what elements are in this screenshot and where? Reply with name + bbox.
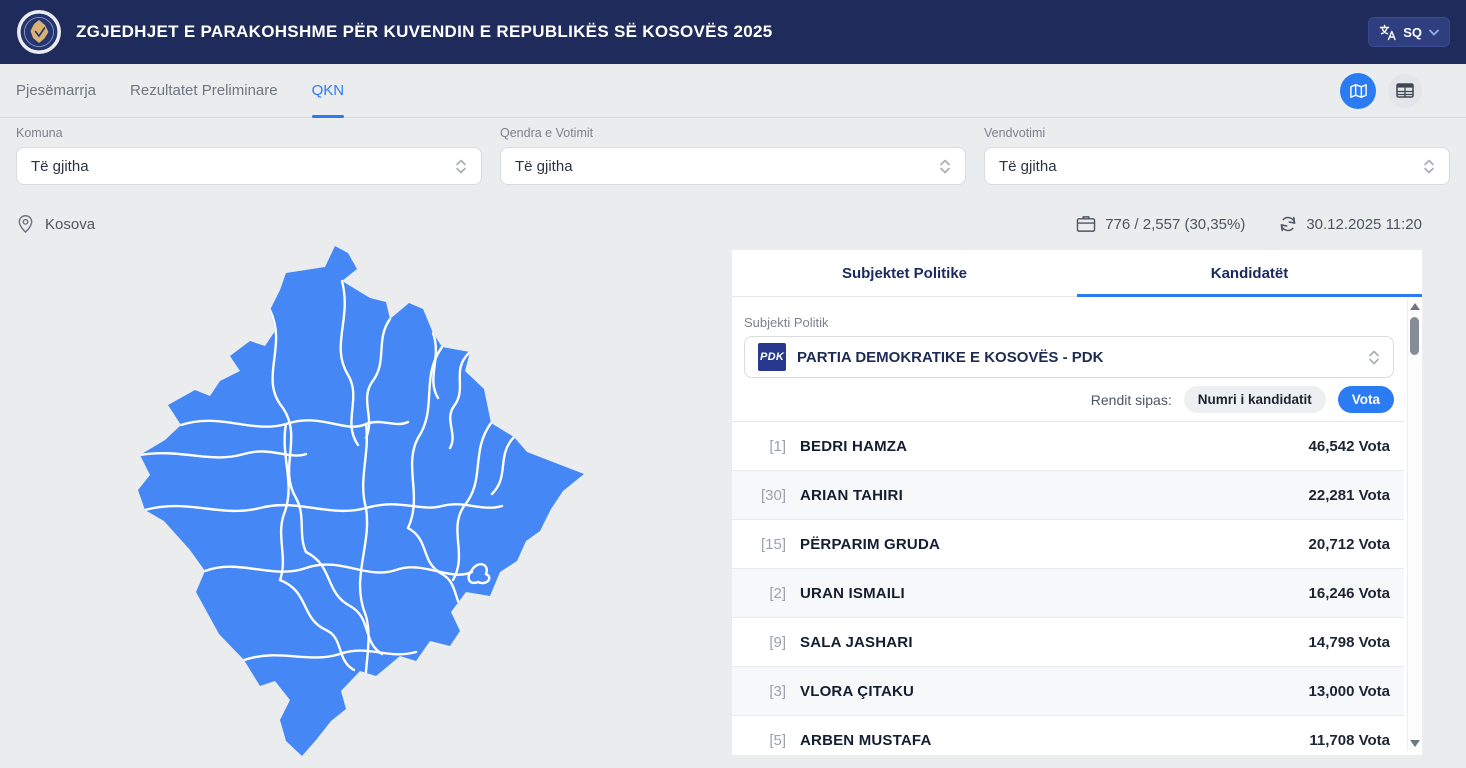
sort-by-number-button[interactable]: Numri i kandidatit (1183, 386, 1326, 413)
candidate-name: VLORA ÇITAKU (800, 682, 915, 700)
candidate-votes: 20,712 Vota (1308, 535, 1390, 553)
qendra-select-value: Të gjitha (515, 157, 573, 175)
candidate-name: PËRPARIM GRUDA (800, 535, 941, 553)
candidate-row[interactable]: [30] ARIAN TAHIRI 22,281 Vota (732, 471, 1404, 520)
candidate-number: [1] (769, 437, 786, 455)
komuna-select[interactable]: Të gjitha (16, 147, 482, 185)
candidate-name: URAN ISMAILI (800, 584, 905, 602)
results-panel: Subjektet Politike Kandidatët Subjekti P… (732, 250, 1422, 755)
kosovo-map[interactable] (120, 240, 620, 763)
filter-label-vendvotimi: Vendvotimi (984, 126, 1046, 140)
party-logo: PDK (758, 343, 786, 371)
vendvotimi-select[interactable]: Të gjitha (984, 147, 1450, 185)
candidate-row[interactable]: [1] BEDRI HAMZA 46,542 Vota (732, 422, 1404, 471)
table-view-button[interactable] (1388, 73, 1422, 108)
filter-label-qendra: Qendra e Votimit (500, 126, 594, 140)
party-select-label: Subjekti Politik (744, 315, 829, 330)
tab-subjektet-politike[interactable]: Subjektet Politike (841, 264, 968, 282)
kqz-logo-icon (17, 10, 61, 54)
candidate-votes: 13,000 Vota (1308, 682, 1390, 700)
candidate-votes: 22,281 Vota (1308, 486, 1390, 504)
counted-stats: 776 / 2,557 (30,35%) (1105, 215, 1246, 233)
select-chevrons-icon (940, 159, 950, 173)
candidate-name: BEDRI HAMZA (800, 437, 908, 455)
page-title: ZGJEDHJET E PARAKOHSHME PËR KUVENDIN E R… (76, 22, 773, 41)
party-select[interactable]: PDK PARTIA DEMOKRATIKE E KOSOVËS - PDK (744, 336, 1394, 378)
tab-pjesemarrja[interactable]: Pjesëmarrja (16, 82, 97, 99)
map-view-button[interactable] (1340, 72, 1376, 109)
candidate-number: [30] (760, 486, 786, 504)
candidate-number: [2] (769, 584, 786, 602)
scroll-thumb[interactable] (1410, 317, 1419, 355)
candidate-name: ARIAN TAHIRI (800, 486, 903, 504)
select-chevrons-icon (1424, 159, 1434, 173)
sort-label: Rendit sipas: (1090, 391, 1172, 408)
select-chevrons-icon (1369, 350, 1379, 364)
candidate-number: [15] (760, 535, 786, 553)
scroll-down-arrow[interactable] (1410, 740, 1420, 747)
candidate-number: [3] (769, 682, 786, 700)
candidate-row[interactable]: [2] URAN ISMAILI 16,246 Vota (732, 569, 1404, 618)
tab-rezultatet-preliminare[interactable]: Rezultatet Preliminare (130, 82, 278, 99)
candidate-row[interactable]: [15] PËRPARIM GRUDA 20,712 Vota (732, 520, 1404, 569)
candidate-list: [1] BEDRI HAMZA 46,542 Vota [30] ARIAN T… (732, 422, 1404, 755)
app-header: ZGJEDHJET E PARAKOHSHME PËR KUVENDIN E R… (0, 0, 1466, 64)
candidate-name: ARBEN MUSTAFA (800, 731, 932, 749)
panel-scrollbar[interactable] (1407, 299, 1421, 751)
location-pin-icon (18, 215, 33, 234)
candidate-name: SALA JASHARI (800, 633, 913, 651)
municipality-borders (138, 279, 516, 706)
main-nav: Pjesëmarrja Rezultatet Preliminare QKN (0, 64, 1466, 118)
candidate-number: [9] (769, 633, 786, 651)
chevron-down-icon (1429, 29, 1439, 36)
candidate-votes: 14,798 Vota (1308, 633, 1390, 651)
table-icon (1396, 83, 1414, 98)
sort-controls: Rendit sipas: Numri i kandidatit Vota (732, 378, 1404, 422)
qendra-votimit-select[interactable]: Të gjitha (500, 147, 966, 185)
refresh-icon (1280, 216, 1296, 232)
translate-icon (1380, 24, 1396, 40)
ballot-box-icon (1076, 216, 1096, 232)
region-label: Kosova (45, 215, 96, 233)
candidate-votes: 16,246 Vota (1308, 584, 1390, 602)
country-shape (138, 246, 584, 756)
candidate-row[interactable]: [5] ARBEN MUSTAFA 11,708 Vota (732, 716, 1404, 755)
scroll-up-arrow[interactable] (1410, 303, 1420, 310)
candidate-votes: 11,708 Vota (1309, 731, 1390, 749)
candidate-votes: 46,542 Vota (1308, 437, 1390, 455)
tab-qkn[interactable]: QKN (311, 64, 344, 118)
map-icon (1349, 83, 1367, 98)
filters: Komuna Të gjitha Qendra e Votimit Të gji… (0, 126, 1466, 185)
candidate-row[interactable]: [9] SALA JASHARI 14,798 Vota (732, 618, 1404, 667)
party-select-value: PARTIA DEMOKRATIKE E KOSOVËS - PDK (797, 348, 1104, 366)
last-updated: 30.12.2025 11:20 (1306, 215, 1422, 233)
vendvotimi-select-value: Të gjitha (999, 157, 1057, 175)
candidate-row[interactable]: [3] VLORA ÇITAKU 13,000 Vota (732, 667, 1404, 716)
language-selector[interactable]: SQ (1368, 17, 1450, 47)
candidate-number: [5] (769, 731, 786, 749)
filter-label-komuna: Komuna (16, 126, 63, 140)
language-code: SQ (1403, 24, 1422, 40)
status-bar: Kosova 776 / 2,557 (30,35%) 30.12.2025 1… (0, 206, 1466, 242)
select-chevrons-icon (456, 159, 466, 173)
sort-by-votes-button[interactable]: Vota (1337, 386, 1394, 413)
tab-kandidatet[interactable]: Kandidatët (1077, 250, 1422, 297)
komuna-select-value: Të gjitha (31, 157, 89, 175)
